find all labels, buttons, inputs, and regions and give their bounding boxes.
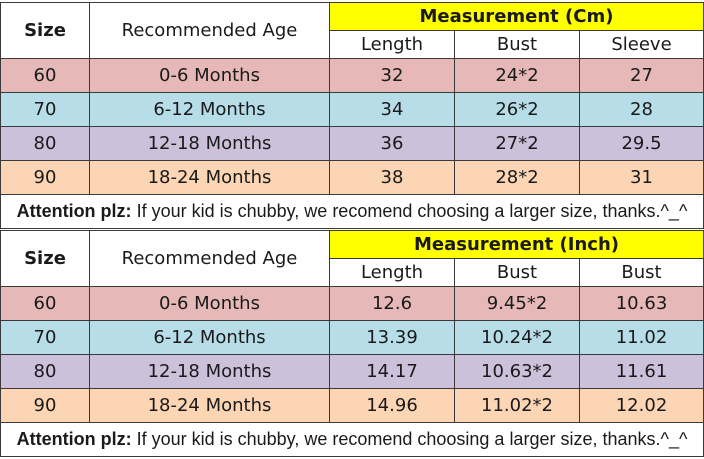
age-cell: 6-12 Months <box>89 320 330 355</box>
bust-cell: 27*2 <box>454 126 580 161</box>
size-cell: 60 <box>0 58 90 93</box>
bust-cell: 24*2 <box>454 58 580 93</box>
sleeve-cell: 31 <box>579 160 704 195</box>
age-cell: 18-24 Months <box>89 160 330 195</box>
column-header: Sleeve <box>579 30 704 59</box>
table-row: 90 18-24 Months 38 28*2 31 <box>0 160 704 195</box>
age-cell: 12-18 Months <box>89 126 330 161</box>
length-cell: 14.96 <box>329 388 455 423</box>
length-cell: 12.6 <box>329 286 455 321</box>
age-cell: 6-12 Months <box>89 92 330 127</box>
age-cell: 18-24 Months <box>89 388 330 423</box>
bust-cell: 9.45*2 <box>454 286 580 321</box>
length-cell: 36 <box>329 126 455 161</box>
size-cell: 70 <box>0 92 90 127</box>
bust-cell: 28*2 <box>454 160 580 195</box>
sleeve-cell: 28 <box>579 92 704 127</box>
header-measurement: Measurement (Inch) <box>328 230 704 259</box>
bust-cell: 11.02*2 <box>454 388 580 423</box>
table-row: 70 6-12 Months 13.39 10.24*2 11.02 <box>0 320 704 355</box>
size-cell: 80 <box>0 354 90 389</box>
column-header: Bust <box>578 258 704 287</box>
sleeve-cell: 29.5 <box>579 126 704 161</box>
bust-cell: 10.24*2 <box>454 320 580 355</box>
age-cell: 0-6 Months <box>89 58 330 93</box>
table-row: 80 12-18 Months 36 27*2 29.5 <box>0 126 704 161</box>
bust-cell: 12.02 <box>578 388 704 423</box>
column-header: Bust <box>454 30 580 59</box>
size-table-inch: Size Recommended Age Measurement (Inch) … <box>0 230 704 457</box>
length-cell: 34 <box>329 92 455 127</box>
note-label: Attention plz: <box>16 429 132 449</box>
size-cell: 90 <box>0 388 90 423</box>
header-measurement: Measurement (Cm) <box>329 2 704 31</box>
bust-cell: 11.61 <box>578 354 704 389</box>
note-label: Attention plz: <box>16 201 132 221</box>
column-header: Length <box>329 30 455 59</box>
bust-cell: 11.02 <box>578 320 704 355</box>
table-row: 60 0-6 Months 12.6 9.45*2 10.63 <box>0 286 704 321</box>
age-cell: 12-18 Months <box>89 354 330 389</box>
bust-cell: 10.63 <box>578 286 704 321</box>
table-row: 70 6-12 Months 34 26*2 28 <box>0 92 704 127</box>
size-cell: 90 <box>0 160 90 195</box>
bust-cell: 10.63*2 <box>454 354 580 389</box>
header-size: Size <box>0 2 90 59</box>
note-text: If your kid is chubby, we recomend choos… <box>131 201 688 221</box>
length-cell: 32 <box>329 58 455 93</box>
attention-note: Attention plz: If your kid is chubby, we… <box>0 422 704 457</box>
size-cell: 70 <box>0 320 90 355</box>
length-cell: 13.39 <box>329 320 455 355</box>
length-cell: 14.17 <box>329 354 455 389</box>
size-cell: 60 <box>0 286 90 321</box>
table-row: 80 12-18 Months 14.17 10.63*2 11.61 <box>0 354 704 389</box>
header-recommended-age: Recommended Age <box>89 230 330 287</box>
attention-note: Attention plz: If your kid is chubby, we… <box>0 194 704 229</box>
length-cell: 38 <box>329 160 455 195</box>
header-size: Size <box>0 230 90 287</box>
table-row: 90 18-24 Months 14.96 11.02*2 12.02 <box>0 388 704 423</box>
table-row: 60 0-6 Months 32 24*2 27 <box>0 58 704 93</box>
age-cell: 0-6 Months <box>89 286 330 321</box>
sleeve-cell: 27 <box>579 58 704 93</box>
column-header: Length <box>329 258 455 287</box>
bust-cell: 26*2 <box>454 92 580 127</box>
size-table-cm: Size Recommended Age Measurement (Cm) Le… <box>0 2 704 229</box>
column-header: Bust <box>454 258 580 287</box>
header-recommended-age: Recommended Age <box>89 2 330 59</box>
size-cell: 80 <box>0 126 90 161</box>
note-text: If your kid is chubby, we recomend choos… <box>131 429 688 449</box>
